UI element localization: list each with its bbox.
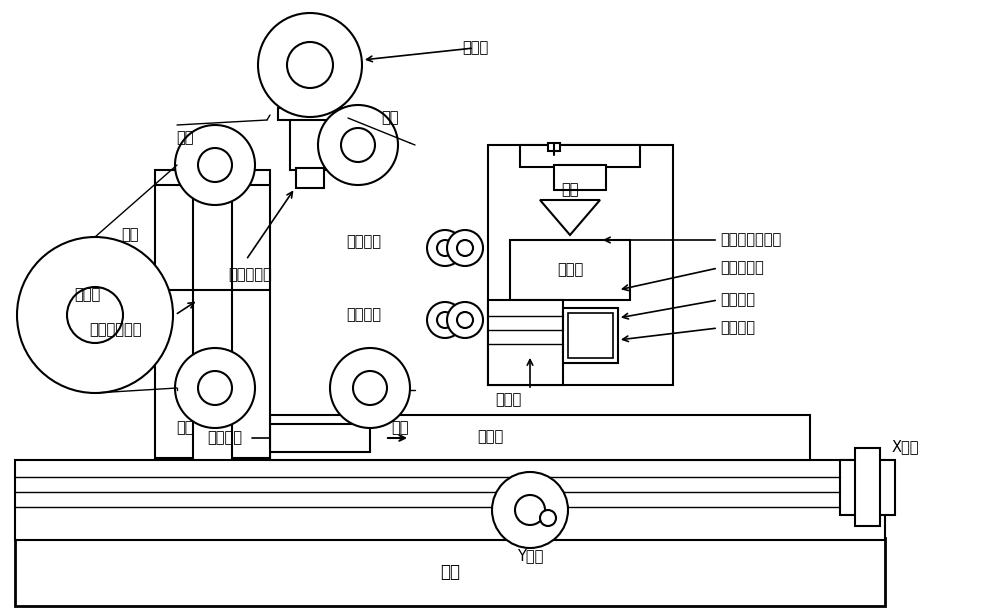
Text: 导轮: 导轮 [176, 131, 194, 145]
Text: 定线导轮: 定线导轮 [347, 235, 382, 249]
Bar [554, 165, 606, 190]
Circle shape [515, 495, 545, 525]
Text: 导轮: 导轮 [176, 421, 194, 435]
Bar [548, 143, 560, 151]
Circle shape [318, 105, 398, 185]
Text: X手轮: X手轮 [891, 440, 919, 454]
Text: 步进电机: 步进电机 [208, 430, 242, 446]
Bar [855, 448, 880, 526]
Bar [296, 168, 324, 188]
Circle shape [198, 371, 232, 405]
Bar [232, 170, 270, 458]
Circle shape [287, 42, 333, 88]
Circle shape [457, 312, 473, 328]
Bar [290, 115, 330, 170]
Text: 砂线: 砂线 [121, 227, 139, 243]
Text: 顶尖: 顶尖 [561, 183, 579, 197]
Circle shape [447, 230, 483, 266]
Circle shape [258, 13, 362, 117]
Text: 定线导轮: 定线导轮 [347, 308, 382, 322]
Circle shape [198, 148, 232, 182]
Circle shape [427, 230, 463, 266]
Bar [488, 300, 563, 385]
Bar [568, 313, 613, 358]
Circle shape [437, 312, 453, 328]
Circle shape [17, 237, 173, 393]
Text: 绕丝筒: 绕丝筒 [74, 287, 100, 302]
Circle shape [457, 240, 473, 256]
Circle shape [67, 287, 123, 343]
Text: 砂线运动支架: 砂线运动支架 [89, 322, 141, 338]
Bar [15, 460, 885, 540]
Circle shape [341, 128, 375, 162]
Text: 涨紧轮: 涨紧轮 [462, 40, 488, 56]
Bar [840, 460, 895, 515]
Bar [278, 108, 342, 120]
Circle shape [437, 240, 453, 256]
Circle shape [353, 371, 387, 405]
Text: Y手轮: Y手轮 [517, 549, 543, 563]
Text: 步进电机: 步进电机 [720, 321, 755, 335]
Bar [488, 145, 673, 385]
Circle shape [540, 510, 556, 526]
Text: 涨紧轮轨道: 涨紧轮轨道 [228, 267, 272, 283]
Bar [155, 170, 193, 458]
Bar [15, 538, 885, 606]
Circle shape [175, 125, 255, 205]
Text: 导轮: 导轮 [391, 421, 409, 435]
Bar [563, 308, 618, 363]
Polygon shape [540, 200, 600, 235]
Bar [270, 415, 810, 460]
Text: 底座: 底座 [440, 563, 460, 581]
Bar [520, 145, 640, 167]
Text: 导轮: 导轮 [381, 110, 399, 126]
Circle shape [492, 472, 568, 548]
Text: 被切物: 被切物 [557, 262, 583, 278]
Text: 可旋转夹具主体: 可旋转夹具主体 [720, 232, 781, 248]
Text: 同步带: 同步带 [495, 392, 521, 408]
Circle shape [330, 348, 410, 428]
Circle shape [447, 302, 483, 338]
Text: 旋转托盘: 旋转托盘 [720, 292, 755, 308]
Text: 工作台: 工作台 [477, 430, 503, 444]
Bar [270, 424, 370, 452]
Bar [510, 240, 630, 300]
Circle shape [427, 302, 463, 338]
Circle shape [175, 348, 255, 428]
Text: 工作台支架: 工作台支架 [720, 261, 764, 275]
